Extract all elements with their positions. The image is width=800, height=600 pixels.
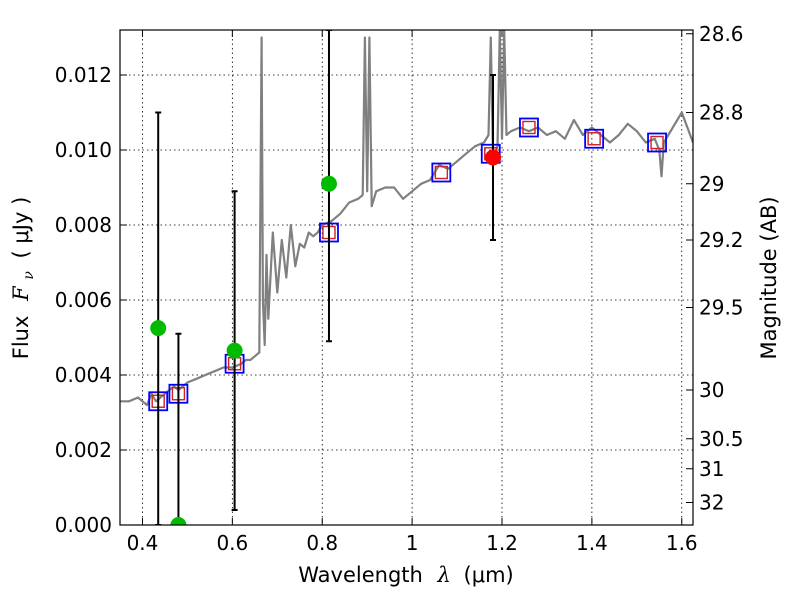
- model-photometry-inner: [522, 120, 536, 135]
- x-axis-label-unit: (μm): [464, 563, 514, 587]
- right-tick-label: 28.6: [699, 22, 744, 46]
- right-tick-label: 29: [699, 172, 724, 196]
- x-tick-label: 1.6: [666, 531, 698, 555]
- upper-limit-point: [170, 517, 187, 525]
- y-tick-label: 0.002: [55, 438, 112, 462]
- x-axis-label: Wavelength λ (μm): [298, 563, 513, 587]
- detection-point: [485, 149, 502, 166]
- right-tick-label: 31: [699, 457, 724, 481]
- y-tick-label: 0.012: [55, 63, 112, 87]
- axis-ticks: 0.4 0.6 0.8 1 1.2 1.4 1.6 0.000 0.002 0.004 0.006 0…: [55, 22, 744, 555]
- model-photometry-box: [584, 128, 605, 149]
- right-tick-label: 32: [699, 491, 724, 515]
- model-photometry-box: [519, 117, 539, 138]
- grid: [120, 30, 693, 526]
- x-tick-label: 0.6: [216, 531, 248, 555]
- model-photometry-inner: [434, 165, 449, 180]
- right-tick-label: 28.8: [699, 101, 744, 125]
- x-axis-label-symbol: λ: [437, 563, 451, 587]
- y-axis-label-unit: ( μJy ): [9, 197, 33, 259]
- right-tick-label: 30: [699, 378, 724, 402]
- y-axis-label-symbol: F: [9, 285, 33, 302]
- right-tick-label: 29.5: [699, 296, 744, 320]
- right-tick-label: 30.5: [699, 427, 744, 451]
- upper-limit-point: [320, 175, 337, 192]
- x-tick-label: 0.4: [127, 531, 159, 555]
- spectrum-line: [120, 30, 693, 407]
- y-tick-label: 0.008: [55, 213, 112, 237]
- x-tick-label: 1.4: [576, 531, 608, 555]
- model-photometry-inner: [650, 135, 664, 150]
- right-axis-label: Magnitude (AB): [757, 196, 781, 359]
- y-tick-label: 0.010: [55, 138, 112, 162]
- x-axis-label-text: Wavelength: [298, 563, 423, 587]
- y-axis-label: Flux F ν ( μJy ): [9, 197, 38, 360]
- model-photometry-box: [431, 162, 452, 183]
- right-tick-label: 29.2: [699, 228, 744, 252]
- y-axis-label-text: Flux: [9, 316, 33, 360]
- x-tick-label: 1: [406, 531, 419, 555]
- plot-series: [120, 30, 693, 525]
- x-tick-label: 1.2: [486, 531, 518, 555]
- upper-limit-point: [226, 342, 243, 359]
- x-tick-label: 0.8: [306, 531, 338, 555]
- plot-frame: [119, 29, 694, 526]
- y-tick-label: 0.006: [55, 288, 112, 312]
- model-photometry-inner: [587, 132, 601, 146]
- y-axis-label-subscript: ν: [21, 271, 37, 280]
- model-photometry-box: [647, 132, 667, 153]
- y-tick-label: 0.000: [55, 513, 112, 537]
- y-tick-label: 0.004: [55, 363, 112, 387]
- upper-limit-point: [150, 320, 167, 337]
